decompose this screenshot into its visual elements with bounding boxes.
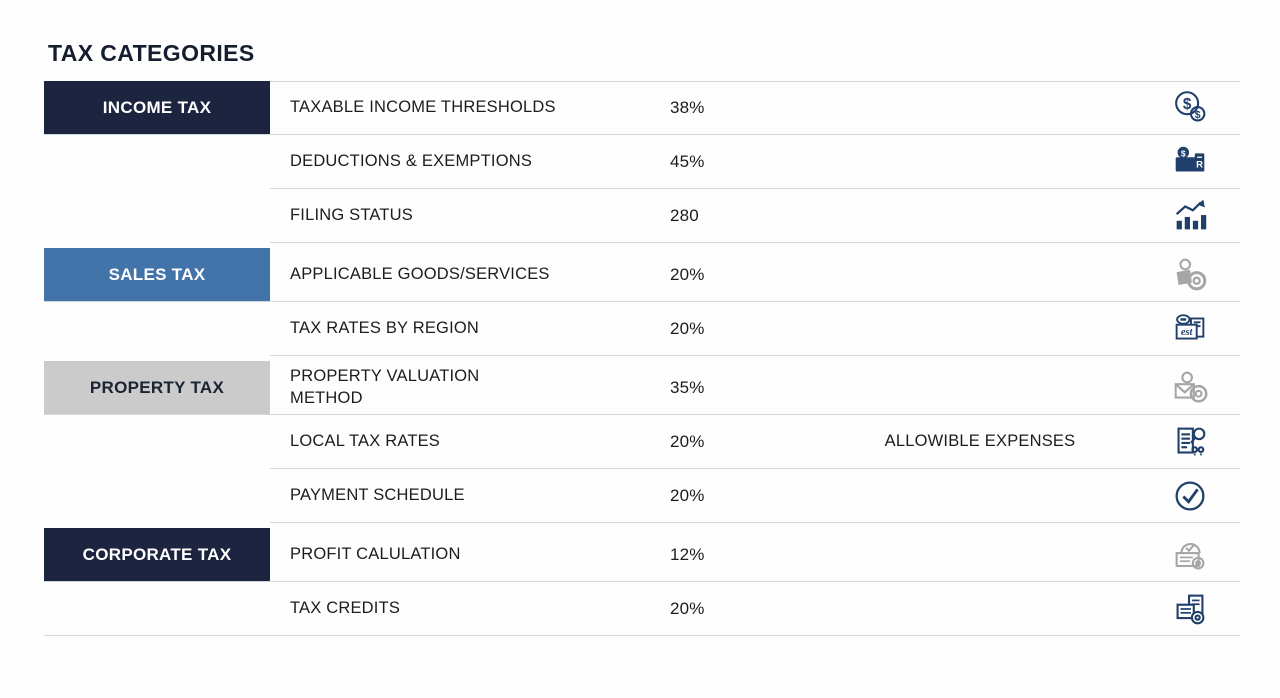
svg-text:$: $ [1181, 148, 1186, 158]
table-row: SALES TAX APPLICABLE GOODS/SERVICES 20% [44, 248, 1240, 302]
table-row: LOCAL TAX RATES 20% ALLOWIBLE EXPENSES [44, 415, 1240, 469]
row-label: PROPERTY VALUATION METHOD [290, 367, 480, 407]
category-block: PROPERTY TAX [44, 361, 270, 414]
row-value: 12% [670, 544, 705, 564]
mail-contact-coin-icon [1140, 367, 1240, 409]
row-value: 38% [670, 98, 705, 117]
wallet-dollar-icon: $ R [1140, 141, 1240, 183]
row-value: 20% [670, 431, 705, 451]
row-label: LOCAL TAX RATES [290, 431, 441, 450]
row-value: 20% [670, 598, 705, 618]
row-content: TAXABLE INCOME THRESHOLDS 38% $ $ [270, 81, 1240, 134]
category-cell [44, 302, 270, 356]
row-content: PROPERTY VALUATION METHOD 35% [270, 361, 1240, 414]
category-cell [44, 135, 270, 189]
receipt-check-coin-icon [1140, 534, 1240, 576]
table-row: TAX RATES BY REGION 20% est [44, 302, 1240, 356]
check-circle-icon [1140, 475, 1240, 517]
row-content: PAYMENT SCHEDULE 20% [270, 469, 1240, 523]
row-value: 45% [670, 151, 705, 171]
row-content: DEDUCTIONS & EXEMPTIONS 45% $ R [270, 135, 1240, 189]
table-row: INCOME TAX TAXABLE INCOME THRESHOLDS 38%… [44, 81, 1240, 135]
svg-text:est: est [1181, 327, 1194, 338]
category-cell [44, 189, 270, 243]
dollar-coins-icon: $ $ [1140, 87, 1240, 129]
document-magnifier-icon [1140, 421, 1240, 463]
row-value: 20% [670, 318, 705, 338]
category-block: INCOME TAX [44, 81, 270, 134]
table-row: DEDUCTIONS & EXEMPTIONS 45% $ R [44, 135, 1240, 189]
row-value: 35% [670, 377, 705, 397]
table-row: CORPORATE TAX PROFIT CALULATION 12% [44, 528, 1240, 582]
growth-chart-icon [1140, 195, 1240, 237]
tax-categories-table: INCOME TAX TAXABLE INCOME THRESHOLDS 38%… [44, 81, 1240, 636]
row-content: PROFIT CALULATION 12% [270, 528, 1240, 581]
category-cell: PROPERTY TAX [44, 361, 270, 414]
row-value: 20% [670, 264, 705, 284]
page-title: TAX CATEGORIES [48, 40, 255, 66]
row-value: 280 [670, 205, 699, 225]
estimate-card-icon: est [1140, 308, 1240, 350]
row-label: PAYMENT SCHEDULE [290, 485, 465, 504]
row-label: PROFIT CALULATION [290, 544, 461, 563]
row-label: TAXABLE INCOME THRESHOLDS [290, 98, 556, 117]
row-label: DEDUCTIONS & EXEMPTIONS [290, 151, 533, 170]
table-row: FILING STATUS 280 [44, 189, 1240, 243]
category-cell [44, 469, 270, 523]
row-label: FILING STATUS [290, 205, 413, 224]
row-content: FILING STATUS 280 [270, 189, 1240, 243]
category-cell: INCOME TAX [44, 81, 270, 134]
shopping-coin-icon [1140, 254, 1240, 296]
category-block: SALES TAX [44, 248, 270, 301]
svg-text:R: R [1196, 159, 1203, 170]
category-cell: CORPORATE TAX [44, 528, 270, 581]
category-block: CORPORATE TAX [44, 528, 270, 581]
svg-text:$: $ [1183, 96, 1192, 113]
row-extra: ALLOWIBLE EXPENSES [884, 432, 1076, 450]
row-label: TAX CREDITS [290, 598, 401, 617]
category-cell [44, 415, 270, 469]
documents-coin-icon [1140, 588, 1240, 630]
category-cell [44, 582, 270, 635]
row-label: APPLICABLE GOODS/SERVICES [290, 264, 550, 283]
row-label: TAX RATES BY REGION [290, 318, 480, 337]
row-content: TAX CREDITS 20% [270, 582, 1240, 635]
table-row: PAYMENT SCHEDULE 20% [44, 469, 1240, 523]
svg-text:$: $ [1195, 109, 1201, 121]
row-content: LOCAL TAX RATES 20% ALLOWIBLE EXPENSES [270, 415, 1240, 469]
row-content: APPLICABLE GOODS/SERVICES 20% [270, 248, 1240, 301]
table-row: PROPERTY TAX PROPERTY VALUATION METHOD 3… [44, 361, 1240, 415]
row-content: TAX RATES BY REGION 20% est [270, 302, 1240, 356]
row-value: 20% [670, 485, 705, 505]
category-cell: SALES TAX [44, 248, 270, 301]
table-row: TAX CREDITS 20% [44, 582, 1240, 636]
slide-page: TAX CATEGORIES INCOME TAX TAXABLE INCOME… [44, 40, 1240, 636]
